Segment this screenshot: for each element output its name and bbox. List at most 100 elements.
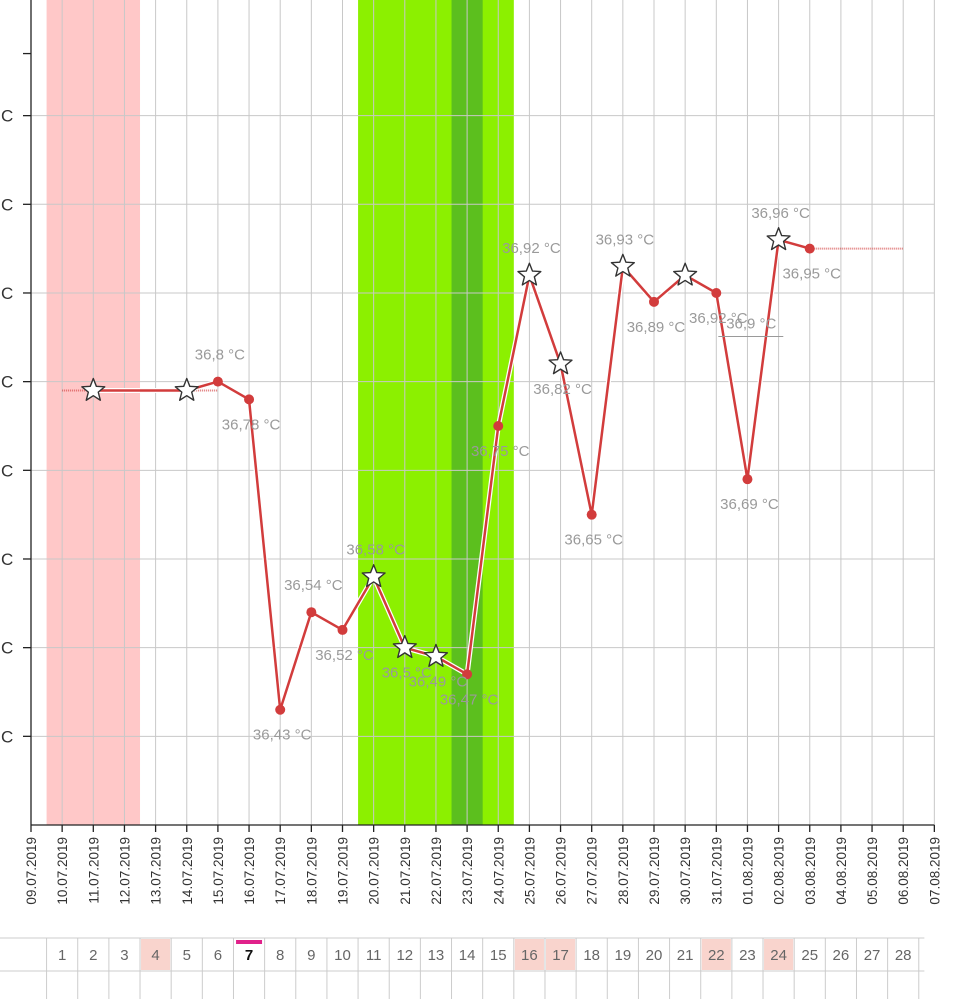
cycle-day-label[interactable]: 19 <box>615 947 632 964</box>
data-point-star <box>174 377 199 401</box>
x-tick-label: 24.07.2019 <box>491 837 506 905</box>
x-tick-label: 05.08.2019 <box>865 837 880 905</box>
x-tick-label: 04.08.2019 <box>834 837 849 905</box>
cycle-day-label[interactable]: 15 <box>490 947 507 964</box>
x-tick-label: 11.07.2019 <box>86 837 101 904</box>
x-tick-label: 07.08.2019 <box>927 837 942 905</box>
data-point-star <box>610 253 635 277</box>
x-tick-label: 12.07.2019 <box>117 837 132 905</box>
y-tick-label: C <box>1 195 13 214</box>
cycle-day-label[interactable]: 2 <box>89 947 97 964</box>
data-point <box>804 243 815 254</box>
data-label: 36,8 °C <box>195 347 245 364</box>
x-tick-label: 06.08.2019 <box>896 837 911 905</box>
data-point <box>462 669 473 680</box>
cycle-day-label[interactable]: 13 <box>428 947 445 964</box>
x-tick-label: 20.07.2019 <box>367 837 382 905</box>
cycle-day-label[interactable]: 1 <box>58 947 66 964</box>
data-label: 36,82 °C <box>533 381 592 398</box>
cycle-day-label[interactable]: 21 <box>677 947 694 964</box>
cycle-day-label[interactable]: 11 <box>366 947 382 964</box>
cycle-day-label[interactable]: 12 <box>396 947 413 964</box>
cycle-day-label[interactable]: 26 <box>833 947 850 964</box>
temperature-series <box>81 227 815 715</box>
data-point <box>711 287 722 298</box>
data-label: 36,96 °C <box>751 205 810 222</box>
data-labels: 36,8 °C 36,78 °C 36,43 °C 36,54 °C 36,52 °C 3… <box>195 205 841 744</box>
data-label: 36,95 °C <box>782 266 841 283</box>
x-tick-label: 02.08.2019 <box>772 837 787 905</box>
cycle-day-label[interactable]: 20 <box>646 947 663 964</box>
cycle-day-label[interactable]: 16 <box>521 947 538 964</box>
x-tick-label: 18.07.2019 <box>304 837 319 905</box>
data-point <box>212 376 223 387</box>
cycle-day-label[interactable]: 8 <box>276 947 284 964</box>
data-label: 36,93 °C <box>596 231 655 248</box>
cycle-day-label[interactable]: 25 <box>801 947 818 964</box>
data-label: 36,65 °C <box>564 532 623 549</box>
cycle-day-label[interactable]: 23 <box>739 947 756 964</box>
x-tick-label: 26.07.2019 <box>554 837 569 905</box>
cycle-day-label[interactable]: 14 <box>459 947 476 964</box>
x-tick-label: 14.07.2019 <box>180 837 195 905</box>
data-label: 36,49 °C <box>409 674 468 691</box>
cycle-day-label[interactable]: 24 <box>770 947 787 964</box>
cycle-day-label[interactable]: 9 <box>307 947 315 964</box>
x-tick-label: 10.07.2019 <box>55 837 70 905</box>
x-tick-label: 25.07.2019 <box>522 837 537 905</box>
data-label: 36,54 °C <box>284 577 343 594</box>
data-label: 36,78 °C <box>222 416 281 433</box>
data-point <box>244 394 255 405</box>
data-point-star <box>766 227 791 251</box>
data-point-star <box>423 643 449 667</box>
x-tick-label: 23.07.2019 <box>460 837 475 905</box>
data-point <box>586 509 597 520</box>
data-label: 36,69 °C <box>720 496 779 513</box>
data-point <box>337 624 348 635</box>
data-label: 36,58 °C <box>346 542 405 559</box>
cycle-day-label[interactable]: 18 <box>583 947 600 964</box>
cycle-day-label[interactable]: 22 <box>708 947 725 964</box>
cycle-day-label[interactable]: 6 <box>214 947 222 964</box>
cycle-day-label[interactable]: 10 <box>334 947 351 964</box>
x-tick-label: 28.07.2019 <box>616 837 631 905</box>
data-label: 36,5 °C <box>382 665 432 682</box>
x-tick-label: 22.07.2019 <box>429 837 444 905</box>
series-line <box>93 238 811 711</box>
cycle-day-label[interactable]: 17 <box>552 947 569 964</box>
cycle-day-highlight <box>514 939 544 970</box>
cycle-day-label[interactable]: 3 <box>120 947 128 964</box>
data-label: 36,92 °C <box>502 240 561 257</box>
cycle-day-row: 1 2 3 4 5 6 7 8 9 10 11 12 13 14 15 16 17 18 19 20 21 22 23 24 2… <box>0 937 925 999</box>
cycle-day-label[interactable]: 27 <box>864 947 881 964</box>
data-label: 36,43 °C <box>253 727 312 744</box>
y-axis-tick-labels: C C C C C C C C <box>1 107 13 747</box>
cycle-day-label[interactable]: 5 <box>183 947 191 964</box>
chart-grid <box>30 0 935 825</box>
cycle-day-label[interactable]: 28 <box>895 947 912 964</box>
x-tick-label: 17.07.2019 <box>273 837 288 905</box>
cycle-day-highlight <box>764 939 794 970</box>
data-point <box>493 420 504 431</box>
cycle-day-highlight <box>545 939 576 970</box>
y-tick-label: C <box>1 107 13 126</box>
cycle-day-label[interactable]: 7 <box>245 947 253 964</box>
data-point <box>275 704 286 715</box>
x-tick-label: 09.07.2019 <box>24 837 39 905</box>
x-axis-tick-labels: 09.07.2019 10.07.2019 11.07.2019 12.07.2019… <box>24 837 942 905</box>
data-label: 36,52 °C <box>315 647 374 664</box>
y-tick-label: C <box>1 639 13 658</box>
x-tick-label: 31.07.2019 <box>709 837 724 905</box>
data-point <box>742 474 753 485</box>
cycle-day-highlight <box>141 939 171 970</box>
cycle-day-label[interactable]: 4 <box>151 947 159 964</box>
y-tick-label: C <box>1 727 13 746</box>
today-marker <box>236 940 263 944</box>
x-tick-label: 15.07.2019 <box>211 837 226 905</box>
x-tick-label: 29.07.2019 <box>647 837 662 905</box>
data-point-star <box>673 262 698 286</box>
carry-lines <box>62 247 904 392</box>
y-tick-label: C <box>1 461 13 480</box>
x-tick-label: 01.08.2019 <box>740 837 755 905</box>
